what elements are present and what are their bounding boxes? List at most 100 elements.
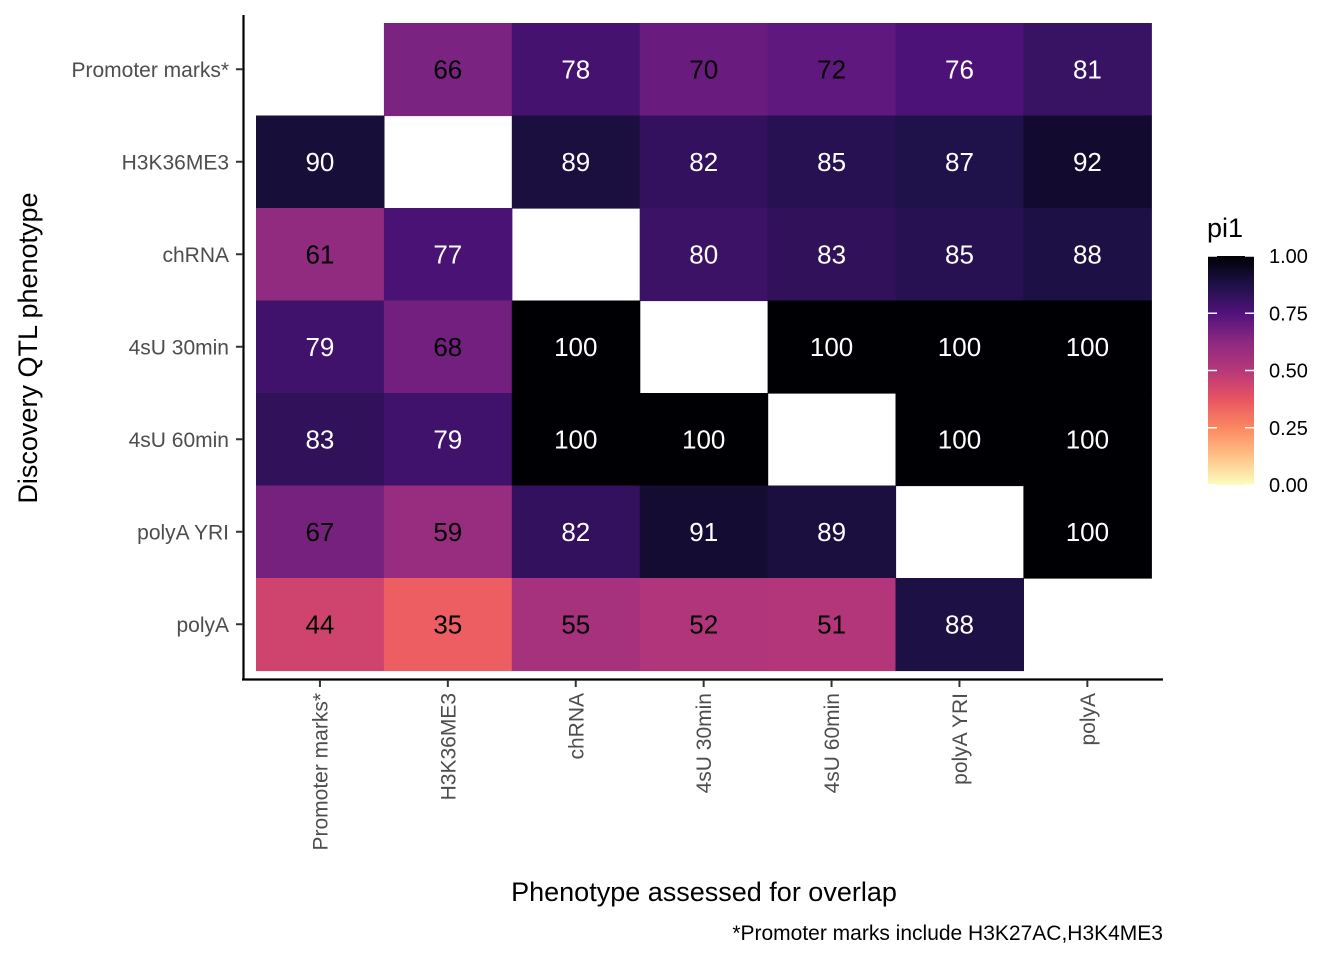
heatmap-cell xyxy=(383,393,513,487)
cell-value-label: 91 xyxy=(689,517,718,547)
cell-value-label: 89 xyxy=(817,517,846,547)
legend-ticks: 0.00 0.25 0.50 0.75 1.00 xyxy=(1208,246,1308,497)
legend-tick-label: 0.75 xyxy=(1269,303,1308,325)
heatmap-cell xyxy=(256,393,385,487)
cell-value-label: 66 xyxy=(433,54,462,84)
heatmap-cell xyxy=(1023,208,1152,302)
heatmap-cell xyxy=(1023,23,1152,117)
x-tick-label: chRNA xyxy=(565,693,588,760)
cell-value-label: 79 xyxy=(433,424,462,454)
cell-value-label: 79 xyxy=(305,332,334,362)
heatmap-cell xyxy=(511,115,641,209)
x-tick-label: polyA YRI xyxy=(949,693,972,785)
cell-value-label: 100 xyxy=(1066,517,1109,547)
cell-value-label: 59 xyxy=(433,517,462,547)
cell-value-label: 85 xyxy=(945,239,974,269)
heatmap-cell xyxy=(256,485,385,579)
legend-tick-label: 0.50 xyxy=(1269,361,1308,383)
heatmap-cell xyxy=(383,485,513,579)
cell-value-label: 52 xyxy=(689,609,718,639)
y-axis-title: Discovery QTL phenotype xyxy=(13,192,43,503)
y-tick-label: 4sU 30min xyxy=(129,336,229,359)
cell-value-label: 78 xyxy=(561,54,590,84)
heatmap-cell xyxy=(895,578,1024,672)
cell-value-label: 89 xyxy=(561,147,590,177)
cell-value-label: 83 xyxy=(817,239,846,269)
legend-tick-label: 0.25 xyxy=(1269,418,1308,440)
cell-value-label: 100 xyxy=(554,424,597,454)
heatmap-cell xyxy=(383,23,513,117)
heatmap-cell xyxy=(767,115,897,209)
cell-value-label: 100 xyxy=(938,332,981,362)
heatmap-cell xyxy=(256,300,385,394)
cell-value-label: 92 xyxy=(1073,147,1102,177)
legend-tick-label: 0.00 xyxy=(1269,475,1308,497)
cell-value-label: 83 xyxy=(305,424,334,454)
heatmap-cell xyxy=(383,208,513,302)
cell-value-label: 80 xyxy=(689,239,718,269)
heatmap-cell xyxy=(383,300,513,394)
cell-value-label: 90 xyxy=(305,147,334,177)
heatmap-cell xyxy=(639,115,769,209)
heatmap-cell xyxy=(895,208,1024,302)
heatmap-cell xyxy=(895,23,1024,117)
heatmap-cell xyxy=(511,300,641,394)
cell-value-label: 87 xyxy=(945,147,974,177)
heatmap-cell xyxy=(767,208,897,302)
x-tick-label: H3K36ME3 xyxy=(437,693,460,800)
cell-value-label: 55 xyxy=(561,609,590,639)
heatmap-cell xyxy=(511,578,641,672)
cell-value-label: 51 xyxy=(817,609,846,639)
cell-value-label: 100 xyxy=(938,424,981,454)
heatmap-cell xyxy=(639,485,769,579)
cell-value-label: 77 xyxy=(433,239,462,269)
heatmap-cell xyxy=(1023,300,1152,394)
cell-value-label: 88 xyxy=(945,609,974,639)
heatmap-cells xyxy=(256,23,1152,672)
y-tick-label: H3K36ME3 xyxy=(122,151,229,174)
color-legend: pi1 0.00 0.25 0.50 0.75 1.00 xyxy=(1207,213,1308,497)
legend-tick-label: 1.00 xyxy=(1269,246,1308,268)
heatmap-cell xyxy=(256,115,385,209)
heatmap-cell xyxy=(511,23,641,117)
heatmap-cell xyxy=(256,578,385,672)
cell-value-label: 100 xyxy=(554,332,597,362)
y-axis-ticks: Promoter marks* H3K36ME3 chRNA 4sU 30min 4sU… xyxy=(71,59,243,637)
heatmap-cell xyxy=(639,393,769,487)
x-tick-label: 4sU 60min xyxy=(821,693,844,793)
heatmap-cell-labels: 66 78 70 72 76 81 90 89 82 85 87 92 61 77 80 83 85 88 79 68… xyxy=(305,54,1109,639)
cell-value-label: 100 xyxy=(1066,332,1109,362)
cell-value-label: 61 xyxy=(305,239,334,269)
cell-value-label: 72 xyxy=(817,54,846,84)
heatmap-cell xyxy=(639,23,769,117)
heatmap-cell xyxy=(1023,393,1152,487)
x-tick-label: 4sU 30min xyxy=(693,693,716,793)
cell-value-label: 68 xyxy=(433,332,462,362)
heatmap-cell xyxy=(511,393,641,487)
x-axis-title: Phenotype assessed for overlap xyxy=(511,877,897,907)
cell-value-label: 82 xyxy=(689,147,718,177)
cell-value-label: 44 xyxy=(305,609,334,639)
y-tick-label: chRNA xyxy=(162,244,229,267)
heatmap-cell xyxy=(767,578,897,672)
cell-value-label: 76 xyxy=(945,54,974,84)
heatmap-cell xyxy=(767,485,897,579)
heatmap-cell xyxy=(383,578,513,672)
heatmap-cell xyxy=(767,23,897,117)
cell-value-label: 81 xyxy=(1073,54,1102,84)
legend-title: pi1 xyxy=(1207,213,1243,243)
y-tick-label: polyA xyxy=(176,614,229,637)
heatmap-cell xyxy=(511,485,641,579)
heatmap-cell xyxy=(1023,115,1152,209)
heatmap-cell xyxy=(1023,485,1152,579)
y-tick-label: polyA YRI xyxy=(137,521,229,544)
heatmap-cell xyxy=(895,300,1024,394)
cell-value-label: 88 xyxy=(1073,239,1102,269)
cell-value-label: 82 xyxy=(561,517,590,547)
caption-note: *Promoter marks include H3K27AC,H3K4ME3 xyxy=(732,922,1163,945)
x-tick-label: polyA xyxy=(1077,693,1100,746)
heatmap-cell xyxy=(895,393,1024,487)
heatmap-cell xyxy=(256,208,385,302)
heatmap-cell xyxy=(639,578,769,672)
x-axis-ticks: Promoter marks* H3K36ME3 chRNA 4sU 30min 4sU… xyxy=(309,680,1100,851)
